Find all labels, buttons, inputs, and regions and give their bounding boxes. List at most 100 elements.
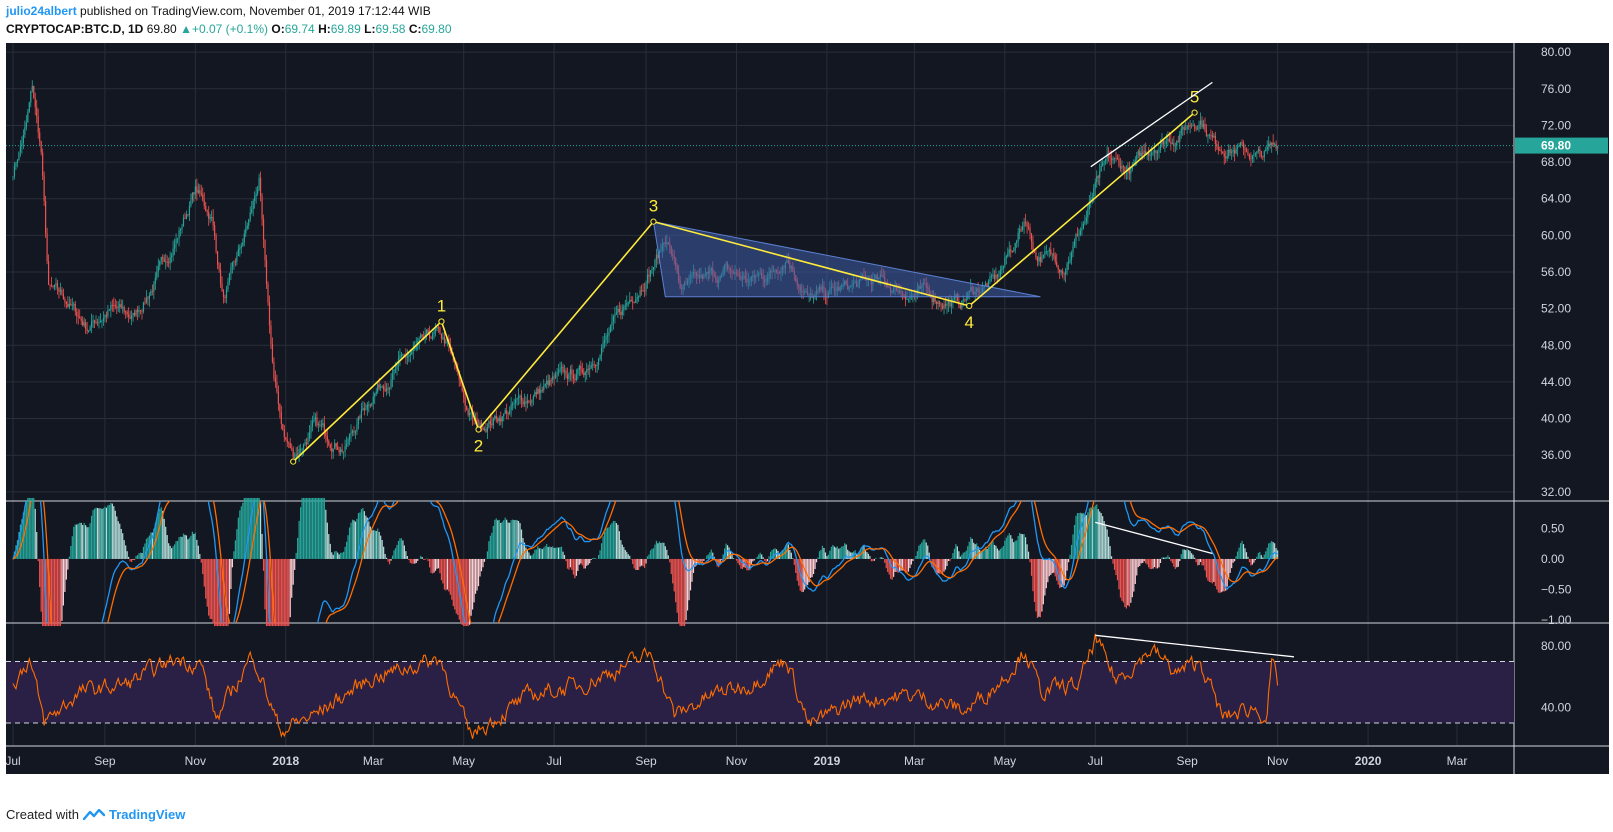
- candle-body: [1036, 257, 1039, 262]
- candle-body: [27, 112, 29, 123]
- macd-bar: [92, 510, 94, 559]
- chart-svg[interactable]: 1234580.0076.0072.0068.0064.0060.0056.00…: [5, 43, 1609, 803]
- macd-bar: [1236, 551, 1239, 559]
- macd-bar: [406, 556, 408, 559]
- macd-bar: [1146, 558, 1148, 565]
- candle-body: [1075, 234, 1077, 241]
- candle-body: [194, 186, 196, 195]
- macd-bar: [1011, 538, 1013, 559]
- candle-body: [136, 309, 139, 313]
- candle-body: [512, 403, 514, 405]
- candle-body: [343, 451, 345, 453]
- macd-bar: [726, 545, 729, 559]
- candle-body: [1038, 256, 1040, 262]
- macd-bar: [737, 558, 739, 564]
- candle-body: [1257, 149, 1259, 152]
- macd-bar: [1254, 558, 1256, 561]
- macd-bar: [864, 549, 867, 559]
- candle-body: [243, 233, 245, 243]
- candle-body: [93, 320, 96, 323]
- created-with-text: Created with: [6, 807, 79, 822]
- macd-bar: [445, 558, 447, 591]
- macd-bar: [904, 558, 907, 573]
- candle-body: [391, 374, 394, 380]
- macd-bar: [1259, 551, 1261, 559]
- candle-body: [415, 345, 417, 348]
- candle-body: [1188, 125, 1190, 127]
- macd-bar: [1262, 557, 1264, 559]
- macd-bar: [959, 556, 961, 559]
- candle-body: [273, 362, 275, 378]
- macd-bar: [332, 554, 334, 559]
- candle-body: [1002, 265, 1004, 269]
- macd-bar: [119, 523, 121, 559]
- time-tick-label: Nov: [726, 754, 747, 768]
- macd-bar: [938, 558, 941, 574]
- macd-bar: [1118, 558, 1120, 590]
- macd-bar: [681, 558, 683, 627]
- macd-bar: [507, 522, 509, 559]
- macd-bar: [1182, 549, 1184, 559]
- macd-bar: [1139, 558, 1141, 567]
- candle-body: [962, 299, 964, 301]
- macd-bar: [850, 552, 852, 559]
- candle-body: [1176, 141, 1178, 146]
- macd-bar: [1081, 513, 1083, 559]
- symbol-name[interactable]: CRYPTOCAP:BTC.D, 1D: [6, 22, 144, 36]
- macd-bar: [279, 558, 281, 627]
- chart-area[interactable]: 1 2 3 4 5 80.00 76.00 72.00 68.00 64.00 60.00 56.00…: [5, 43, 1609, 803]
- macd-bar: [912, 558, 914, 562]
- macd-bar: [510, 520, 512, 559]
- macd-bar: [798, 558, 800, 586]
- candle-body: [1250, 158, 1252, 160]
- macd-bar: [747, 558, 749, 571]
- tradingview-brand[interactable]: TradingView: [108, 807, 186, 822]
- macd-bar: [338, 554, 340, 559]
- candle-body: [1177, 141, 1179, 142]
- candle-body: [1099, 171, 1101, 178]
- candle-body: [1024, 221, 1027, 223]
- macd-bar: [572, 558, 575, 575]
- macd-bar: [1268, 543, 1270, 559]
- candle-body: [314, 417, 317, 420]
- macd-bar: [252, 497, 254, 559]
- candle-body: [375, 391, 377, 394]
- candle-body: [1039, 256, 1042, 262]
- macd-bar: [540, 548, 542, 559]
- candle-body: [596, 365, 598, 366]
- macd-bar: [1023, 534, 1025, 559]
- candle-body: [643, 290, 646, 292]
- macd-bar: [759, 552, 761, 559]
- macd-bar: [163, 518, 165, 559]
- macd-bar: [394, 548, 397, 559]
- candle-body: [157, 265, 159, 272]
- macd-bar: [1020, 533, 1022, 559]
- macd-bar: [1094, 505, 1096, 559]
- candle-body: [191, 192, 193, 201]
- macd-bar: [42, 558, 44, 627]
- candle-body: [544, 383, 546, 386]
- candle-body: [139, 310, 142, 312]
- macd-bar: [1039, 558, 1042, 618]
- macd-bar: [1110, 556, 1113, 559]
- candle-body: [15, 163, 17, 166]
- macd-bar: [1229, 558, 1231, 573]
- candle-body: [126, 311, 128, 315]
- candle-body: [34, 98, 36, 108]
- candle-body: [933, 297, 935, 302]
- candle-body: [586, 368, 588, 373]
- author-link[interactable]: julio24albert: [6, 4, 77, 18]
- macd-bar: [974, 544, 976, 559]
- macd-bar: [409, 558, 411, 563]
- candle-body: [652, 267, 655, 270]
- candle-body: [501, 416, 503, 422]
- macd-bar: [386, 557, 388, 559]
- candle-body: [1174, 145, 1176, 147]
- macd-bar: [169, 545, 171, 559]
- macd-bar: [202, 558, 204, 575]
- last-price-badge: [1515, 137, 1608, 154]
- candle-body: [173, 244, 176, 249]
- macd-bar: [126, 551, 128, 559]
- macd-bar: [895, 558, 898, 573]
- macd-bar: [1042, 558, 1044, 605]
